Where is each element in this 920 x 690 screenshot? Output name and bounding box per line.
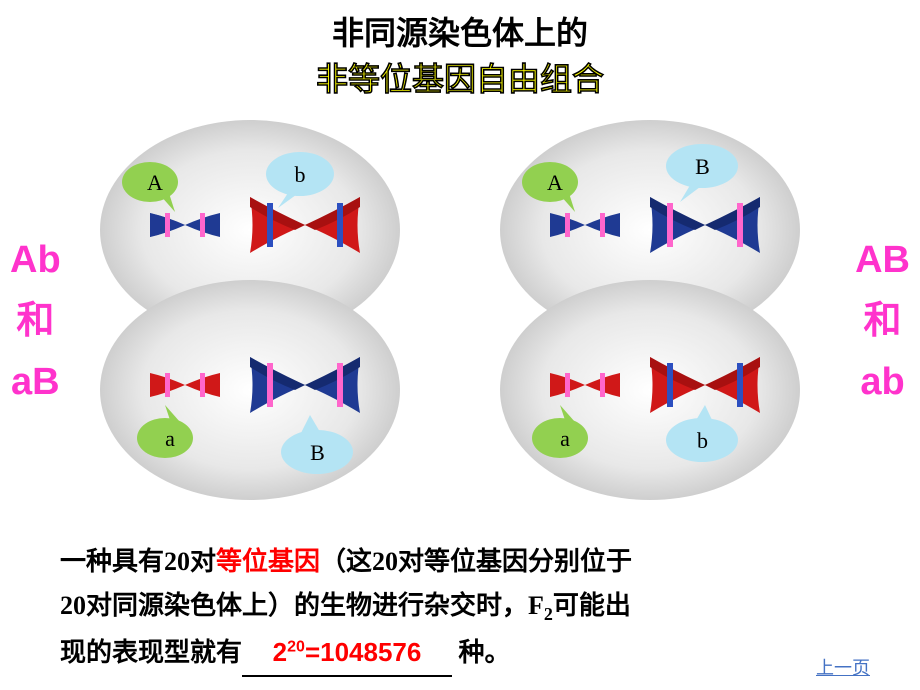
callout-B-right: B	[660, 142, 745, 204]
title-line1: 非同源染色体上的	[0, 8, 920, 54]
callout-b-left: b	[260, 150, 340, 210]
callout-A-left: A	[120, 160, 190, 215]
callout-a-left: a	[135, 400, 205, 460]
title-line2: 非等位基因自由组合	[0, 54, 920, 100]
prev-page-link[interactable]: 上一页	[816, 654, 870, 680]
callout-b-right: b	[660, 400, 745, 462]
callout-a-right: a	[530, 400, 600, 460]
callout-A-right: A	[520, 160, 590, 215]
bottom-paragraph: 一种具有20对等位基因（这20对等位基因分别位于 20对同源染色体上）的生物进行…	[60, 540, 860, 677]
diagram-area: A b a B A B a b	[0, 100, 920, 520]
title-block: 非同源染色体上的 非等位基因自由组合	[0, 0, 920, 100]
callout-B-left: B	[275, 410, 360, 475]
